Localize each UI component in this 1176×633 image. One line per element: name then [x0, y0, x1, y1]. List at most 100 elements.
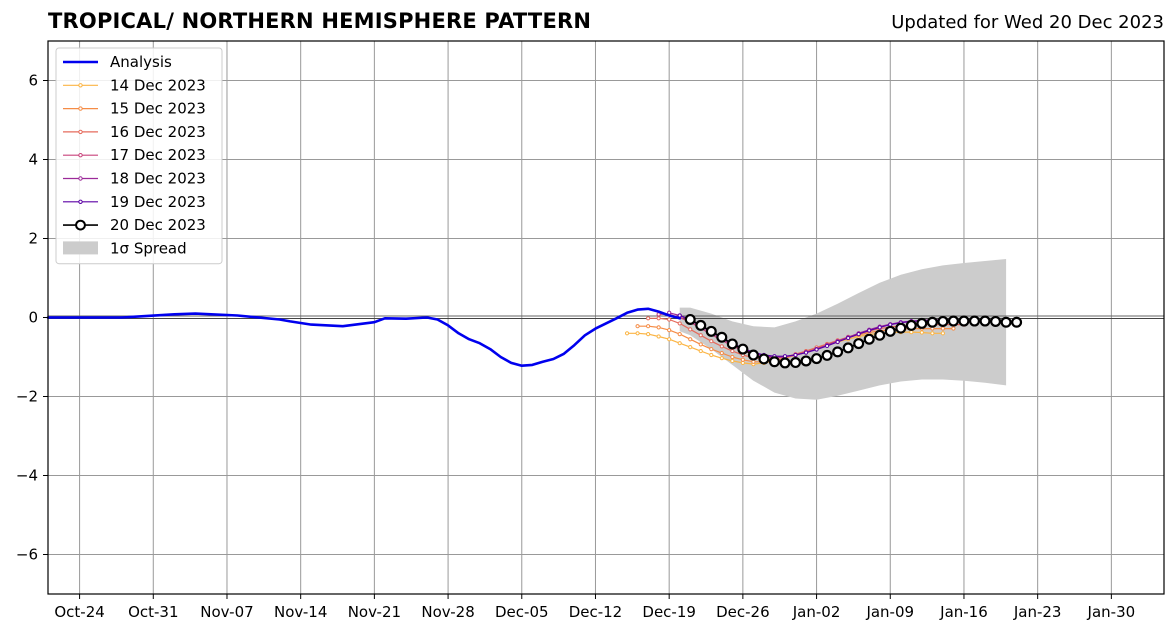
- data-point: [677, 331, 682, 337]
- data-point: [667, 337, 672, 342]
- x-tick-label: Jan-09: [865, 603, 914, 621]
- data-point: [716, 331, 728, 343]
- x-tick-label: Jan-23: [1013, 603, 1062, 621]
- y-tick-label: 0: [28, 309, 38, 327]
- data-point: [909, 330, 914, 335]
- data-point: [677, 341, 682, 346]
- data-point: [737, 343, 749, 355]
- legend-label: 14 Dec 2023: [110, 76, 206, 94]
- data-point: [719, 350, 724, 356]
- data-point: [916, 317, 928, 329]
- legend-marker: [75, 219, 86, 231]
- legend-label: Analysis: [110, 53, 172, 71]
- data-point: [979, 315, 991, 327]
- data-point: [895, 322, 907, 334]
- spread-band: [679, 259, 1007, 400]
- data-point: [646, 316, 651, 321]
- data-point: [853, 338, 865, 350]
- data-point: [1000, 316, 1012, 328]
- data-point: [646, 324, 651, 329]
- data-point: [919, 330, 924, 335]
- data-point: [803, 350, 809, 355]
- y-tick-label: −6: [16, 546, 38, 564]
- data-point: [1011, 316, 1023, 328]
- data-point: [888, 322, 893, 327]
- data-point: [698, 342, 703, 347]
- y-tick-label: 4: [28, 151, 38, 169]
- data-point: [905, 319, 917, 331]
- x-tick-label: Oct-24: [54, 603, 104, 621]
- data-point: [656, 325, 661, 330]
- analysis-layer: [46, 307, 682, 368]
- x-tick-label: Jan-30: [1087, 603, 1136, 621]
- data-point: [768, 356, 780, 368]
- data-point: [779, 357, 791, 369]
- legend-marker: [78, 83, 83, 88]
- spread-layer: [679, 259, 1007, 400]
- data-point: [926, 316, 938, 328]
- x-tick-label: Dec-05: [495, 603, 549, 621]
- x-tick-label: Nov-21: [348, 603, 401, 621]
- legend-label: 17 Dec 2023: [110, 146, 206, 164]
- data-point: [814, 347, 819, 352]
- y-tick-label: 6: [28, 72, 38, 90]
- axis-ticks-layer: Oct-24 Oct-31 Nov-07 Nov-14 Nov-21 Nov-28 Dec-…: [16, 72, 1135, 622]
- data-point: [635, 331, 640, 336]
- legend-label: 1σ Spread: [110, 239, 187, 257]
- data-point: [677, 321, 682, 326]
- data-point: [793, 352, 798, 358]
- data-point: [958, 315, 970, 327]
- data-point: [832, 346, 844, 358]
- data-point: [624, 331, 630, 336]
- data-point: [758, 353, 770, 365]
- data-point: [667, 328, 672, 333]
- data-point: [937, 315, 949, 327]
- y-tick-label: 2: [28, 230, 38, 248]
- data-point: [667, 317, 672, 322]
- y-tick-label: −4: [16, 467, 38, 485]
- data-point: [730, 354, 735, 360]
- data-point: [688, 327, 693, 332]
- data-point: [846, 335, 851, 341]
- data-point: [688, 337, 693, 342]
- data-point: [698, 348, 703, 354]
- data-point: [709, 339, 714, 344]
- x-tick-label: Nov-14: [274, 603, 327, 621]
- data-point: [877, 325, 882, 330]
- data-point: [646, 331, 651, 337]
- chart-subtitle: Updated for Wed 20 Dec 2023: [891, 12, 1164, 33]
- legend-marker: [78, 129, 83, 135]
- data-point: [968, 315, 980, 327]
- data-point: [656, 334, 661, 339]
- legend-box: [55, 47, 223, 265]
- data-point: [884, 325, 896, 337]
- data-point: [709, 352, 714, 358]
- legend: Analysis 14 Dec 2023 15 Dec 2023 16 Dec 202…: [55, 47, 223, 265]
- data-point: [835, 339, 840, 345]
- data-point: [719, 356, 724, 361]
- series-2023-12-21: [684, 313, 1023, 369]
- data-point: [709, 347, 714, 352]
- data-point: [730, 348, 735, 354]
- x-tick-label: Jan-16: [939, 603, 988, 621]
- data-point: [688, 345, 693, 350]
- data-point: [790, 357, 802, 369]
- data-point: [740, 357, 745, 362]
- data-point: [824, 343, 830, 349]
- data-point: [656, 316, 661, 321]
- data-point: [951, 326, 956, 331]
- analysis-line: [46, 307, 682, 368]
- x-tick-label: Dec-12: [569, 603, 623, 621]
- data-point: [867, 328, 872, 333]
- x-tick-label: Jan-02: [792, 603, 841, 621]
- data-point: [698, 333, 703, 338]
- data-point: [635, 324, 640, 329]
- data-point: [947, 315, 959, 327]
- data-point: [695, 319, 707, 331]
- legend-marker: [78, 176, 83, 181]
- data-point: [782, 354, 788, 359]
- data-point: [705, 325, 717, 337]
- data-point: [874, 329, 886, 341]
- data-point: [856, 331, 861, 337]
